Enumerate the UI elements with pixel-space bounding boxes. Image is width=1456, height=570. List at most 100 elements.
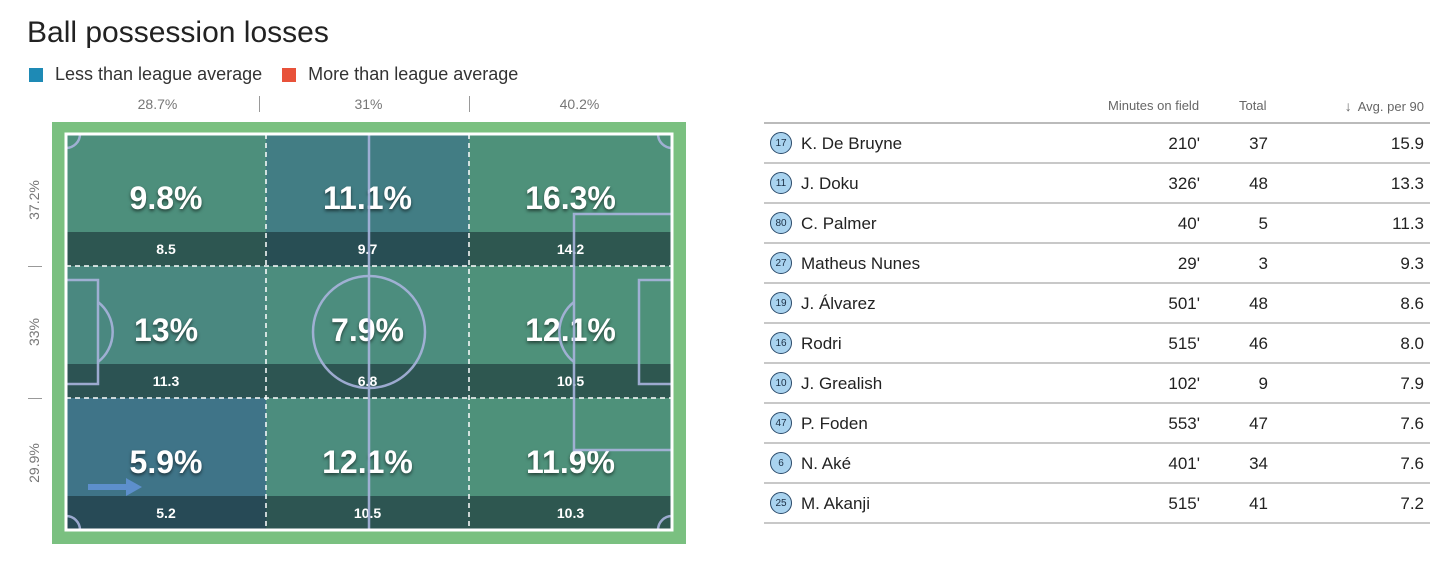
player-name: J. Álvarez bbox=[801, 294, 876, 313]
row-divider bbox=[28, 398, 42, 399]
player-number-badge: 25 bbox=[770, 492, 792, 514]
player-table: Minutes on field Total ↓ Avg. per 90 17 K.… bbox=[764, 92, 1430, 524]
column-divider bbox=[259, 96, 260, 112]
player-name: Rodri bbox=[801, 334, 842, 353]
minutes-value: 401' bbox=[1168, 454, 1200, 473]
column-share-2: 31% bbox=[354, 96, 383, 112]
row-shares: 37.2% 33% 29.9% bbox=[16, 134, 52, 528]
zone-percentage: 12.1% bbox=[322, 444, 413, 480]
player-number-badge: 19 bbox=[770, 292, 792, 314]
table-row[interactable]: 6 N. Aké 401' 34 7.6 bbox=[764, 444, 1430, 484]
avg-value: 7.6 bbox=[1400, 454, 1424, 473]
minutes-value: 102' bbox=[1168, 374, 1200, 393]
avg-value: 7.2 bbox=[1400, 494, 1424, 513]
avg-value: 13.3 bbox=[1390, 174, 1424, 193]
player-name: C. Palmer bbox=[801, 214, 877, 233]
table-row[interactable]: 25 M. Akanji 515' 41 7.2 bbox=[764, 484, 1430, 524]
header-avg[interactable]: ↓ Avg. per 90 bbox=[1345, 98, 1424, 114]
zone-percentage: 11.1% bbox=[323, 180, 412, 216]
zone-percentage: 7.9% bbox=[331, 312, 404, 348]
player-number-badge: 6 bbox=[770, 452, 792, 474]
player-name: P. Foden bbox=[801, 414, 868, 433]
zone-average: 5.2 bbox=[66, 496, 266, 530]
total-value: 46 bbox=[1249, 334, 1268, 353]
column-share-1: 28.7% bbox=[137, 96, 178, 112]
total-value: 48 bbox=[1249, 174, 1268, 193]
avg-value: 8.0 bbox=[1400, 334, 1424, 353]
legend: Less than league average More than leagu… bbox=[29, 64, 538, 85]
table-header: Minutes on field Total ↓ Avg. per 90 bbox=[764, 92, 1430, 124]
player-name: J. Grealish bbox=[801, 374, 883, 393]
player-number-badge: 17 bbox=[770, 132, 792, 154]
minutes-value: 501' bbox=[1168, 294, 1200, 313]
table-body: 17 K. De Bruyne 210' 37 15.9 11 J. Doku 326' 48 1… bbox=[764, 124, 1430, 524]
zone-1: 9.8% 8.5 bbox=[66, 134, 266, 266]
table-row[interactable]: 19 J. Álvarez 501' 48 8.6 bbox=[764, 284, 1430, 324]
legend-item-more: More than league average bbox=[282, 64, 518, 85]
avg-value: 11.3 bbox=[1392, 214, 1424, 233]
legend-label-less: Less than league average bbox=[55, 64, 263, 84]
minutes-value: 29' bbox=[1177, 254, 1200, 273]
table-row[interactable]: 80 C. Palmer 40' 5 11.3 bbox=[764, 204, 1430, 244]
avg-value: 9.3 bbox=[1400, 254, 1424, 273]
zone-average: 9.7 bbox=[266, 232, 469, 266]
zone-7: 5.9% 5.2 bbox=[66, 398, 266, 530]
zone-percentage: 13% bbox=[133, 312, 199, 348]
zone-average: 8.5 bbox=[66, 232, 266, 266]
total-value: 47 bbox=[1249, 414, 1268, 433]
sort-arrow-icon: ↓ bbox=[1344, 98, 1352, 114]
avg-value: 15.9 bbox=[1390, 134, 1424, 153]
player-name: M. Akanji bbox=[801, 494, 870, 513]
player-number-badge: 11 bbox=[770, 172, 792, 194]
column-shares: 28.7% 31% 40.2% bbox=[52, 96, 686, 116]
zone-2: 11.1% 9.7 bbox=[266, 134, 469, 266]
zone-5: 7.9% 6.8 bbox=[266, 266, 469, 398]
legend-label-more: More than league average bbox=[308, 64, 519, 84]
minutes-value: 326' bbox=[1168, 174, 1200, 193]
zone-percentage: 16.3% bbox=[525, 180, 616, 216]
player-name: K. De Bruyne bbox=[801, 134, 903, 153]
player-number-badge: 47 bbox=[770, 412, 792, 434]
table-row[interactable]: 11 J. Doku 326' 48 13.3 bbox=[764, 164, 1430, 204]
zone-average: 14.2 bbox=[469, 232, 672, 266]
minutes-value: 210' bbox=[1168, 134, 1200, 153]
pitch-heatmap: 9.8% 8.5 11.1% 9.7 16.3% 14.2 13% 11.3 7… bbox=[52, 122, 686, 544]
total-value: 3 bbox=[1258, 254, 1268, 273]
table-row[interactable]: 27 Matheus Nunes 29' 3 9.3 bbox=[764, 244, 1430, 284]
zone-4: 13% 11.3 bbox=[66, 266, 266, 398]
player-name: J. Doku bbox=[801, 174, 859, 193]
column-divider bbox=[469, 96, 470, 112]
column-share-3: 40.2% bbox=[559, 96, 600, 112]
table-row[interactable]: 47 P. Foden 553' 47 7.6 bbox=[764, 404, 1430, 444]
zone-percentage: 12.1% bbox=[525, 312, 616, 348]
minutes-value: 515' bbox=[1168, 494, 1200, 513]
page-title: Ball possession losses bbox=[27, 16, 329, 49]
minutes-value: 553' bbox=[1168, 414, 1200, 433]
zone-average: 10.5 bbox=[266, 496, 469, 530]
row-share-3: 29.9% bbox=[26, 443, 43, 483]
attack-direction-arrow-icon bbox=[88, 478, 142, 496]
avg-value: 7.6 bbox=[1400, 414, 1424, 433]
legend-swatch-more bbox=[282, 67, 297, 82]
header-minutes[interactable]: Minutes on field bbox=[1108, 98, 1200, 113]
minutes-value: 40' bbox=[1177, 214, 1200, 233]
total-value: 9 bbox=[1258, 374, 1268, 393]
total-value: 37 bbox=[1249, 134, 1268, 153]
player-name: Matheus Nunes bbox=[801, 254, 921, 273]
row-share-2: 33% bbox=[26, 317, 42, 347]
zone-average: 10.3 bbox=[469, 496, 672, 530]
table-row[interactable]: 10 J. Grealish 102' 9 7.9 bbox=[764, 364, 1430, 404]
player-number-badge: 16 bbox=[770, 332, 792, 354]
legend-item-less: Less than league average bbox=[29, 64, 262, 85]
total-value: 5 bbox=[1258, 214, 1268, 233]
header-total[interactable]: Total bbox=[1239, 98, 1267, 113]
total-value: 41 bbox=[1249, 494, 1268, 513]
table-row[interactable]: 16 Rodri 515' 46 8.0 bbox=[764, 324, 1430, 364]
table-row[interactable]: 17 K. De Bruyne 210' 37 15.9 bbox=[764, 124, 1430, 164]
zone-percentage: 9.8% bbox=[129, 180, 203, 216]
zone-percentage: 5.9% bbox=[129, 444, 203, 480]
row-share-1: 37.2% bbox=[26, 180, 43, 220]
pitch-markings bbox=[64, 132, 674, 532]
row-divider bbox=[28, 266, 42, 267]
minutes-value: 515' bbox=[1168, 334, 1200, 353]
